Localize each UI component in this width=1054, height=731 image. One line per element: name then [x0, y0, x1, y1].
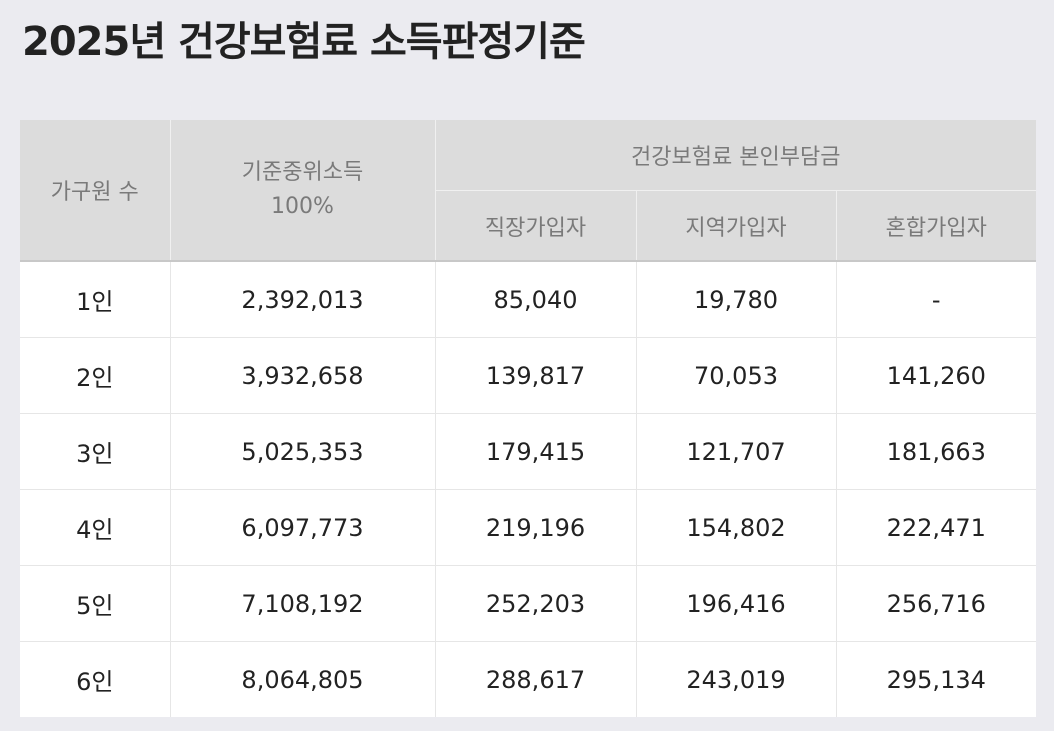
table-row: 2인 3,932,658 139,817 70,053 141,260	[20, 337, 1036, 414]
cell-employee: 288,617	[434, 641, 636, 717]
income-criteria-table-container: 가구원 수 기준중위소득 100% 건강보험료 본인부담금 직장가입자 지역가입…	[20, 120, 1036, 717]
cell-median-income: 6,097,773	[169, 489, 435, 566]
header-mixed: 혼합가입자	[835, 190, 1036, 261]
table-row: 3인 5,025,353 179,415 121,707 181,663	[20, 413, 1036, 490]
cell-employee: 219,196	[434, 489, 636, 566]
cell-mixed: 295,134	[835, 641, 1036, 717]
cell-median-income: 8,064,805	[169, 641, 435, 717]
header-median-income-percent: 100%	[271, 194, 334, 219]
cell-household: 4인	[20, 489, 170, 566]
table-row: 4인 6,097,773 219,196 154,802 222,471	[20, 489, 1036, 566]
cell-median-income: 7,108,192	[169, 565, 435, 642]
table-row: 6인 8,064,805 288,617 243,019 295,134	[20, 641, 1036, 717]
cell-regional: 243,019	[635, 641, 836, 717]
cell-regional: 196,416	[635, 565, 836, 642]
cell-mixed: 181,663	[835, 413, 1036, 490]
cell-regional: 19,780	[635, 260, 836, 338]
table-header: 가구원 수 기준중위소득 100% 건강보험료 본인부담금 직장가입자 지역가입…	[20, 120, 1036, 261]
cell-employee: 85,040	[434, 260, 636, 338]
header-median-income-label: 기준중위소득	[241, 160, 364, 185]
cell-regional: 154,802	[635, 489, 836, 566]
cell-median-income: 5,025,353	[169, 413, 435, 490]
cell-regional: 70,053	[635, 337, 836, 414]
table-row: 1인 2,392,013 85,040 19,780 -	[20, 260, 1036, 338]
cell-median-income: 3,932,658	[169, 337, 435, 414]
cell-household: 1인	[20, 260, 170, 338]
header-regional: 지역가입자	[635, 190, 836, 261]
cell-household: 2인	[20, 337, 170, 414]
cell-employee: 252,203	[434, 565, 636, 642]
page-title: 2025년 건강보험료 소득판정기준	[22, 19, 586, 65]
cell-mixed: 256,716	[835, 565, 1036, 642]
header-household: 가구원 수	[20, 120, 170, 261]
header-median-income: 기준중위소득 100%	[169, 120, 435, 261]
table-body: 1인 2,392,013 85,040 19,780 - 2인 3,932,65…	[20, 260, 1036, 717]
cell-mixed: 222,471	[835, 489, 1036, 566]
cell-household: 6인	[20, 641, 170, 717]
header-premium-group: 건강보험료 본인부담금	[434, 120, 1036, 191]
cell-median-income: 2,392,013	[169, 260, 435, 338]
cell-household: 3인	[20, 413, 170, 490]
cell-regional: 121,707	[635, 413, 836, 490]
table-row: 5인 7,108,192 252,203 196,416 256,716	[20, 565, 1036, 642]
cell-mixed: -	[835, 260, 1036, 338]
header-employee: 직장가입자	[434, 190, 636, 261]
cell-household: 5인	[20, 565, 170, 642]
cell-employee: 139,817	[434, 337, 636, 414]
cell-mixed: 141,260	[835, 337, 1036, 414]
cell-employee: 179,415	[434, 413, 636, 490]
income-criteria-table: 가구원 수 기준중위소득 100% 건강보험료 본인부담금 직장가입자 지역가입…	[20, 120, 1036, 717]
